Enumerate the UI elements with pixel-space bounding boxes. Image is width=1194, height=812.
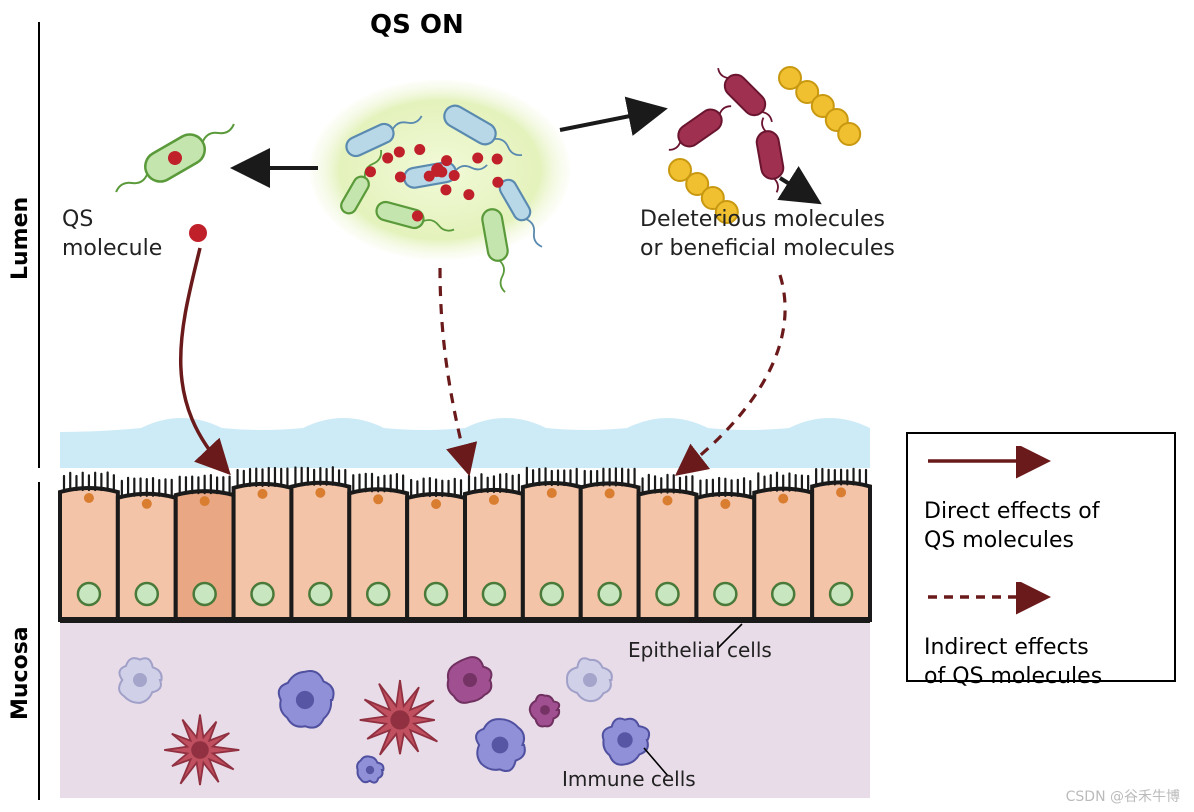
legend-direct-l2: QS molecules — [924, 528, 1074, 553]
legend-box: Direct effects of QS molecules Indirect … — [906, 432, 1176, 682]
deleterious-label-l2: or beneficial molecules — [640, 236, 895, 261]
deleterious-label-l1: Deleterious molecules — [640, 207, 885, 232]
legend-indirect-text: Indirect effects of QS molecules — [924, 633, 1158, 692]
legend-indirect-arrow — [924, 582, 1154, 618]
qs-molecule-label: QS molecule — [62, 206, 162, 263]
watermark: CSDN @谷禾牛博 — [1066, 786, 1180, 806]
legend-direct-text: Direct effects of QS molecules — [924, 497, 1158, 556]
deleterious-label: Deleterious molecules or beneficial mole… — [640, 206, 895, 263]
legend-direct-l1: Direct effects of — [924, 499, 1099, 524]
legend-direct-arrow — [924, 446, 1154, 482]
qs-molecule-label-l1: QS — [62, 207, 93, 232]
qs-molecule-label-l2: molecule — [62, 236, 162, 261]
immune-cells-label: Immune cells — [562, 766, 696, 792]
legend-indirect-l1: Indirect effects — [924, 635, 1089, 660]
legend-indirect-l2: of QS molecules — [924, 664, 1102, 689]
epithelial-cells-label: Epithelial cells — [628, 637, 772, 663]
